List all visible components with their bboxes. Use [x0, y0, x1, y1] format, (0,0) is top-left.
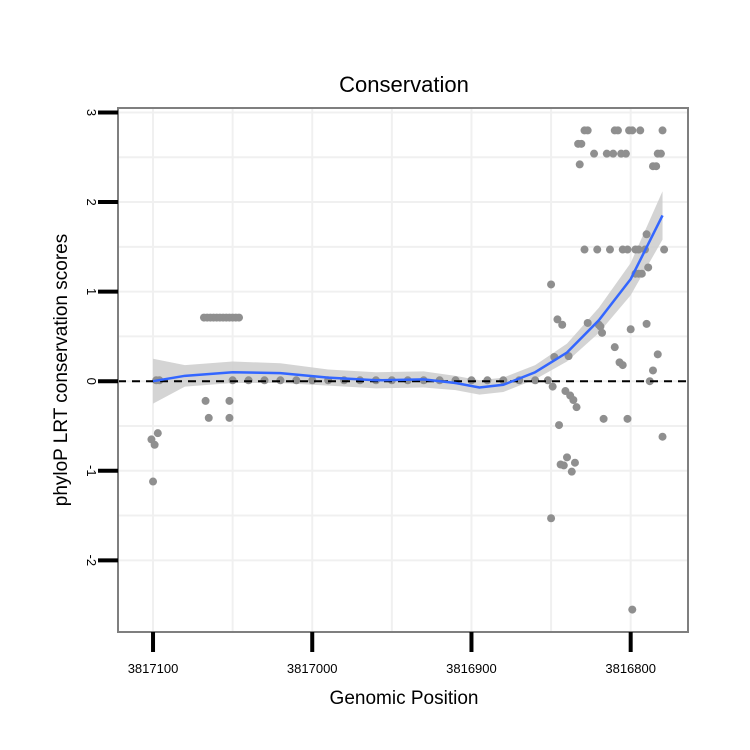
panel-border — [117, 107, 689, 633]
data-point — [548, 382, 557, 391]
data-point — [636, 126, 645, 135]
data-point — [562, 453, 571, 462]
data-point — [580, 245, 589, 254]
data-point — [621, 149, 630, 158]
data-point — [623, 414, 632, 423]
y-axis-title: phyloP LRT conservation scores — [51, 234, 72, 507]
data-point — [628, 605, 637, 614]
data-point — [558, 320, 567, 329]
data-point — [583, 318, 592, 327]
data-point — [204, 413, 213, 422]
data-point — [618, 361, 627, 370]
chart-title: Conservation — [339, 72, 469, 97]
data-point — [590, 149, 599, 158]
confidence-band-group — [153, 191, 663, 404]
data-point — [642, 319, 651, 328]
data-point — [645, 377, 654, 386]
data-point — [201, 396, 210, 405]
data-point — [610, 343, 619, 352]
data-point — [572, 403, 581, 412]
data-point — [547, 514, 556, 523]
y-axis: 3 2 1 0 -1 -2 — [84, 109, 118, 566]
data-point — [602, 149, 611, 158]
data-point — [531, 376, 540, 385]
data-point — [559, 461, 568, 470]
x-tick-label: 3817100 — [128, 661, 179, 676]
data-point — [547, 280, 556, 289]
data-point — [276, 376, 285, 385]
smooth-line-group — [152, 214, 664, 389]
data-point — [609, 149, 618, 158]
data-point — [583, 126, 592, 135]
data-point — [235, 313, 244, 322]
data-point — [658, 432, 667, 441]
x-axis: 3817100 3817000 3816900 3816800 — [128, 632, 656, 676]
data-point — [567, 467, 576, 476]
y-tick-label: 0 — [84, 378, 99, 385]
data-point — [593, 245, 602, 254]
data-point — [642, 230, 651, 239]
data-point — [623, 245, 632, 254]
data-point — [644, 263, 653, 272]
data-point — [308, 376, 317, 385]
data-point — [553, 315, 562, 324]
data-point — [648, 366, 657, 375]
data-point — [634, 245, 643, 254]
data-point — [656, 149, 665, 158]
smooth-line — [152, 214, 664, 389]
y-tick-label: 3 — [84, 109, 99, 116]
confidence-band — [153, 191, 663, 404]
data-point — [652, 162, 661, 171]
data-point — [599, 414, 608, 423]
data-point — [570, 458, 579, 467]
x-axis-title: Genomic Position — [330, 688, 479, 709]
points-group — [147, 126, 669, 614]
y-tick-label: -1 — [84, 465, 99, 477]
data-point — [637, 269, 646, 278]
y-tick-label: 2 — [84, 198, 99, 205]
data-point — [292, 376, 301, 385]
data-point — [613, 126, 622, 135]
x-tick-label: 3817000 — [287, 661, 338, 676]
data-point — [149, 477, 158, 486]
data-point — [628, 126, 637, 135]
x-tick-label: 3816900 — [446, 661, 497, 676]
data-point — [653, 350, 662, 359]
data-point — [575, 160, 584, 169]
x-tick-label: 3816800 — [605, 661, 656, 676]
data-point — [569, 396, 578, 405]
data-point — [153, 429, 162, 438]
data-point — [605, 245, 614, 254]
data-point — [658, 126, 667, 135]
y-tick-label: 1 — [84, 288, 99, 295]
data-point — [626, 325, 635, 334]
data-point — [225, 413, 234, 422]
data-point — [555, 421, 564, 430]
data-point — [225, 396, 234, 405]
data-point — [598, 328, 607, 337]
data-point — [660, 245, 669, 254]
data-point — [543, 376, 552, 385]
data-point — [150, 440, 159, 449]
data-point — [577, 139, 586, 148]
y-tick-label: -2 — [84, 555, 99, 567]
